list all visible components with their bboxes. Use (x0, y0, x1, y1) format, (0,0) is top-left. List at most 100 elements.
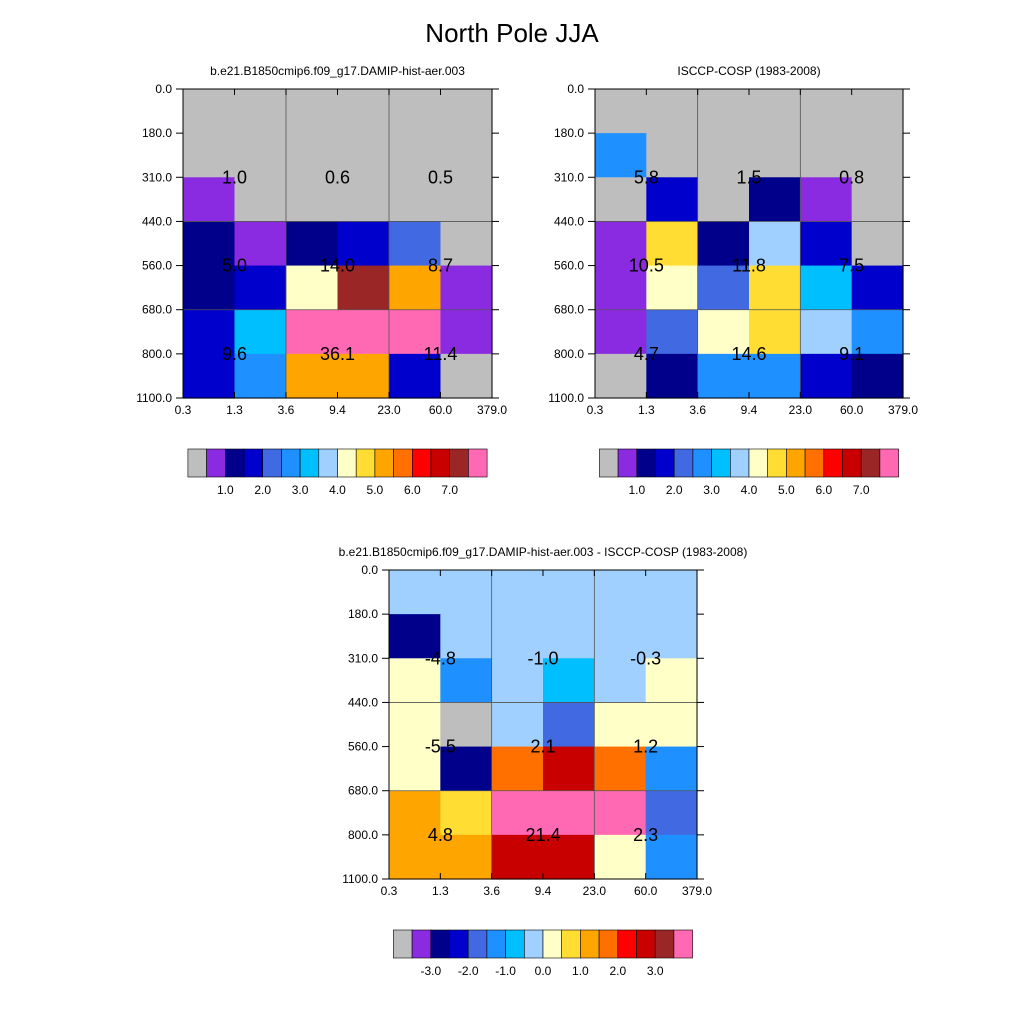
y-tick-label: 180.0 (348, 607, 378, 621)
colorbar-label: 5.0 (778, 483, 795, 497)
heatmap-cell (440, 790, 493, 836)
summary-value-label: 4.8 (428, 825, 453, 845)
heatmap-cell (749, 177, 801, 223)
heatmap-cell (491, 746, 544, 792)
heatmap-cell (697, 89, 750, 134)
x-tick-label: 9.4 (329, 403, 346, 417)
heatmap-cell (595, 177, 647, 223)
x-tick-label: 3.6 (483, 884, 500, 898)
heatmap-cell (645, 702, 698, 748)
summary-value-label: 5.8 (634, 167, 659, 187)
y-tick-label: 440.0 (554, 214, 584, 228)
colorbar-swatch (411, 929, 432, 959)
colorbar-swatch (654, 929, 675, 959)
heatmap-cell (337, 309, 390, 355)
heatmap-cell (594, 790, 647, 836)
y-tick-label: 680.0 (142, 303, 172, 317)
x-tick-label: 3.6 (278, 403, 295, 417)
heatmap-cell (645, 746, 698, 792)
heatmap-cell (234, 309, 287, 355)
colorbar-label: -2.0 (458, 964, 479, 978)
x-tick-label: 9.4 (535, 884, 552, 898)
y-tick-label: 310.0 (142, 170, 172, 184)
colorbar-label: 3.0 (703, 483, 720, 497)
heatmap-cell (594, 658, 647, 704)
figure-title: North Pole JJA (425, 18, 599, 48)
x-tick-label: 23.0 (789, 403, 813, 417)
heatmap-cell (595, 309, 647, 355)
heatmap-cell (595, 265, 647, 311)
heatmap-cell (645, 570, 698, 615)
heatmap-cell (749, 221, 801, 267)
heatmap-cell (389, 133, 442, 178)
colorbar-label: 1.0 (628, 483, 645, 497)
heatmap-cell (234, 133, 287, 178)
colorbar-swatch (393, 929, 413, 959)
colorbar-label: 3.0 (292, 483, 309, 497)
y-tick-label: 680.0 (554, 303, 584, 317)
x-tick-label: 0.3 (587, 403, 604, 417)
heatmap-cell (183, 133, 236, 178)
heatmap-cell (595, 221, 647, 267)
heatmap-cell (594, 834, 647, 880)
colorbar-label: 1.0 (572, 964, 589, 978)
heatmap-cell (543, 658, 595, 704)
y-tick-label: 0.0 (361, 563, 378, 577)
colorbar-label: 4.0 (741, 483, 758, 497)
heatmap-cell (389, 89, 442, 134)
summary-value-label: 1.0 (222, 167, 247, 187)
heatmap-cell (645, 790, 698, 836)
heatmap-cell (646, 353, 699, 399)
heatmap-cell (594, 702, 647, 748)
colorbar-swatch (468, 448, 488, 478)
heatmap-cell (543, 790, 595, 836)
heatmap-cell (800, 89, 853, 134)
colorbar-label: 0.0 (535, 964, 552, 978)
x-tick-label: 379.0 (888, 403, 918, 417)
panel-title: b.e21.B1850cmip6.f09_g17.DAMIP-hist-aer.… (210, 64, 465, 78)
heatmap-cell (286, 265, 339, 311)
colorbar-label: 3.0 (647, 964, 664, 978)
y-tick-label: 1100.0 (548, 391, 584, 405)
summary-value-label: 10.5 (629, 256, 664, 276)
summary-value-label: -0.3 (630, 648, 661, 668)
colorbar-label: 2.0 (666, 483, 683, 497)
heatmap-cell (234, 265, 287, 311)
heatmap-cell (491, 834, 544, 880)
summary-value-label: 11.8 (732, 256, 766, 276)
colorbar-label: 6.0 (404, 483, 421, 497)
summary-value-label: 9.6 (222, 344, 247, 364)
x-tick-label: 379.0 (477, 403, 507, 417)
heatmap-cell (697, 177, 750, 223)
heatmap-cell (183, 353, 236, 399)
y-tick-label: 560.0 (142, 259, 172, 273)
heatmap-cell (697, 221, 750, 267)
y-tick-label: 1100.0 (342, 872, 378, 886)
heatmap-cell (851, 89, 904, 134)
heatmap-cell (389, 702, 441, 748)
heatmap-cell (286, 353, 339, 399)
heatmap-cell (749, 89, 801, 134)
heatmap-cell (646, 309, 699, 355)
colorbar-swatch (598, 929, 619, 959)
colorbar-label: 1.0 (217, 483, 234, 497)
heatmap-cell (800, 265, 853, 311)
summary-value-label: 1.2 (633, 737, 658, 757)
summary-value-label: 2.1 (530, 737, 555, 757)
colorbar-label: 2.0 (609, 964, 626, 978)
heatmap-cell (440, 834, 493, 880)
y-tick-label: 0.0 (155, 82, 172, 96)
heatmap-cell (440, 309, 493, 355)
summary-value-label: 1.5 (736, 167, 761, 187)
heatmap-cell (183, 265, 236, 311)
heatmap-cell (440, 265, 493, 311)
y-tick-label: 560.0 (554, 259, 584, 273)
heatmap-cell (286, 309, 339, 355)
heatmap-cell (389, 790, 441, 836)
heatmap-cell (389, 265, 442, 311)
x-tick-label: 60.0 (840, 403, 864, 417)
colorbar-swatch (673, 929, 693, 959)
y-tick-label: 1100.0 (136, 391, 172, 405)
